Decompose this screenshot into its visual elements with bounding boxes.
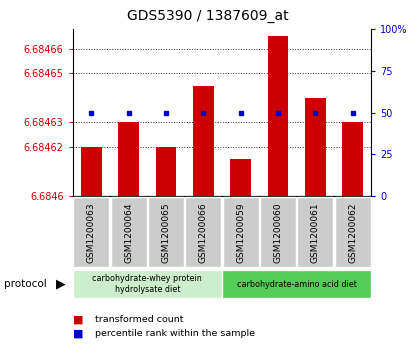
Text: GSM1200063: GSM1200063 xyxy=(87,202,96,263)
Bar xyxy=(230,159,251,196)
Text: GSM1200062: GSM1200062 xyxy=(348,202,357,262)
Text: GSM1200065: GSM1200065 xyxy=(161,202,171,263)
Bar xyxy=(342,122,363,196)
Text: percentile rank within the sample: percentile rank within the sample xyxy=(95,330,256,338)
FancyBboxPatch shape xyxy=(73,270,222,298)
Bar xyxy=(305,98,326,196)
FancyBboxPatch shape xyxy=(73,197,109,267)
FancyBboxPatch shape xyxy=(148,197,184,267)
Text: protocol: protocol xyxy=(4,279,47,289)
Text: carbohydrate-amino acid diet: carbohydrate-amino acid diet xyxy=(237,280,356,289)
FancyBboxPatch shape xyxy=(186,197,221,267)
FancyBboxPatch shape xyxy=(223,197,259,267)
Bar xyxy=(81,147,102,196)
Text: GSM1200060: GSM1200060 xyxy=(273,202,283,263)
FancyBboxPatch shape xyxy=(335,197,371,267)
FancyBboxPatch shape xyxy=(260,197,296,267)
Text: GSM1200066: GSM1200066 xyxy=(199,202,208,263)
Text: carbohydrate-whey protein
hydrolysate diet: carbohydrate-whey protein hydrolysate di… xyxy=(93,274,202,294)
Bar xyxy=(156,147,176,196)
Text: GSM1200061: GSM1200061 xyxy=(311,202,320,263)
FancyBboxPatch shape xyxy=(298,197,333,267)
Text: GSM1200064: GSM1200064 xyxy=(124,202,133,262)
Text: transformed count: transformed count xyxy=(95,315,184,324)
Bar xyxy=(118,122,139,196)
Text: GDS5390 / 1387609_at: GDS5390 / 1387609_at xyxy=(127,9,288,23)
Bar xyxy=(268,36,288,196)
Text: ■: ■ xyxy=(73,314,83,325)
Bar xyxy=(193,86,214,196)
FancyBboxPatch shape xyxy=(222,270,371,298)
FancyBboxPatch shape xyxy=(111,197,146,267)
Text: ▶: ▶ xyxy=(56,278,66,290)
Text: GSM1200059: GSM1200059 xyxy=(236,202,245,263)
Text: ■: ■ xyxy=(73,329,83,339)
